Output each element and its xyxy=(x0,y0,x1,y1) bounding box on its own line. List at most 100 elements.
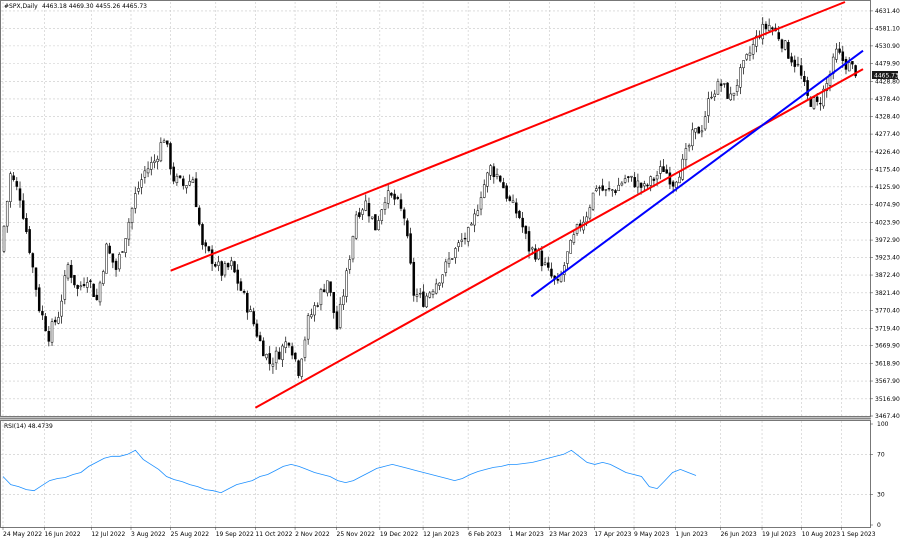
candle-body xyxy=(566,251,569,264)
time-tick-label: 19 Sep 2022 xyxy=(216,531,254,538)
time-tick-label: 9 May 2023 xyxy=(634,531,669,538)
candle-body xyxy=(166,140,169,145)
current-price-label: 4465.73 xyxy=(874,73,899,80)
candle-body xyxy=(153,160,156,163)
candle-body xyxy=(53,319,57,323)
candle-body xyxy=(137,188,140,192)
candle-body xyxy=(169,143,172,170)
candle-body xyxy=(783,40,787,50)
candle-body xyxy=(851,61,854,65)
price-tick-label: 3719.40 xyxy=(875,325,900,332)
candle-body xyxy=(415,294,419,297)
candle-body xyxy=(118,254,121,270)
price-axis: 4631.40 4581.10 4530.90 4479.90 4428.80 4378.… xyxy=(870,8,900,420)
candle-body xyxy=(220,261,223,276)
candle-body xyxy=(21,200,25,219)
candle-body xyxy=(111,253,115,263)
candle-body xyxy=(678,176,681,184)
candle-body xyxy=(236,269,239,284)
candle-body xyxy=(438,282,441,286)
price-tick-label: 4226.40 xyxy=(875,149,900,156)
candle-body xyxy=(278,351,281,360)
candle-body xyxy=(89,280,92,283)
candle-body xyxy=(787,42,790,59)
candle-body xyxy=(140,179,143,188)
price-tick-label: 4125.90 xyxy=(875,184,900,191)
candle-body xyxy=(265,354,268,359)
candle-body xyxy=(162,140,166,143)
candle-body xyxy=(611,189,614,191)
price-tick-label: 3923.40 xyxy=(875,254,900,261)
price-grid xyxy=(1,2,870,417)
candle-body xyxy=(262,340,265,357)
candle-body xyxy=(364,200,368,211)
candlestick-series xyxy=(2,17,857,380)
candle-body xyxy=(82,284,86,286)
price-tick-label: 3972.90 xyxy=(875,237,900,244)
candle-body xyxy=(9,173,12,202)
rsi-line xyxy=(2,449,697,494)
candle-body xyxy=(300,358,303,377)
candle-body xyxy=(806,80,809,96)
candle-body xyxy=(150,162,153,170)
candle-body xyxy=(441,274,444,284)
price-tick-label: 4328.40 xyxy=(875,113,900,120)
candle-body xyxy=(595,188,598,192)
candle-body xyxy=(73,275,76,286)
price-tick-label: 3872.40 xyxy=(875,272,900,279)
time-tick-label: 1 Sep 2023 xyxy=(841,531,875,538)
trendlines xyxy=(170,1,864,409)
lower-channel-line xyxy=(254,68,864,409)
candle-body xyxy=(723,83,726,85)
candle-body xyxy=(655,175,659,180)
candle-body xyxy=(716,81,720,95)
candle-body xyxy=(326,280,329,294)
candle-body xyxy=(393,193,396,200)
candle-body xyxy=(569,240,572,254)
candle-body xyxy=(146,168,150,174)
candle-body xyxy=(15,181,19,187)
candle-body xyxy=(223,263,227,276)
candle-body xyxy=(431,290,435,295)
candle-body xyxy=(492,166,496,178)
candle-body xyxy=(124,238,127,253)
candle-body xyxy=(505,185,508,199)
time-axis: 24 May 2022 16 Jun 2022 12 Jul 2022 3 Aug 2… xyxy=(2,527,876,538)
upper-channel-line xyxy=(170,1,846,272)
candle-body xyxy=(98,282,102,303)
candle-body xyxy=(710,96,713,99)
price-tick-label: 4530.90 xyxy=(875,43,900,50)
candle-body xyxy=(748,52,752,56)
candle-body xyxy=(217,261,220,266)
candle-body xyxy=(761,24,765,40)
price-tick-label: 3770.40 xyxy=(875,308,900,315)
candle-body xyxy=(114,260,118,270)
candle-body xyxy=(646,184,649,187)
time-tick-label: 17 Apr 2023 xyxy=(594,531,631,538)
candle-body xyxy=(675,181,678,188)
candle-body xyxy=(390,192,393,196)
candle-body xyxy=(835,48,838,60)
candle-body xyxy=(751,44,755,55)
time-tick-label: 23 Mar 2023 xyxy=(549,531,587,538)
candle-body xyxy=(460,239,464,242)
candle-body xyxy=(540,250,544,267)
candle-body xyxy=(428,292,432,298)
candle-body xyxy=(25,218,28,233)
candle-body xyxy=(332,291,336,313)
candle-body xyxy=(514,202,518,214)
rsi-tick-label: 100 xyxy=(877,421,889,428)
time-tick-label: 1 Mar 2023 xyxy=(510,531,544,538)
candle-body xyxy=(617,184,620,192)
candle-body xyxy=(127,221,131,240)
price-tick-label: 4074.90 xyxy=(875,202,900,209)
candle-body xyxy=(310,314,313,318)
candle-body xyxy=(383,202,387,210)
price-tick-label: 4479.90 xyxy=(875,61,900,68)
candle-body xyxy=(201,224,204,246)
time-tick-label: 12 Jan 2023 xyxy=(423,531,459,538)
candle-body xyxy=(31,253,35,268)
candle-body xyxy=(101,271,105,284)
candle-body xyxy=(739,67,742,88)
candle-body xyxy=(50,321,54,343)
